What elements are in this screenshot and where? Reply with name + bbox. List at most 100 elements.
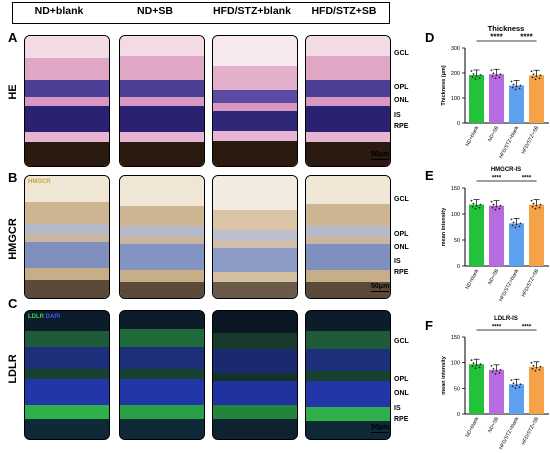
chart-f-dot-0-3 (471, 365, 474, 368)
chart-d-ylabel: Thickness (μm) (441, 65, 447, 106)
chart-d-title: Thickness (488, 24, 525, 33)
chart-d-xtick-label-3: HFD/STZ+SB (521, 125, 541, 156)
chart-e-dot-2-5 (519, 222, 522, 225)
layer-label-c-onl: ONL (394, 390, 409, 397)
chart-d-bar-2 (509, 85, 524, 123)
chart-d-xtick-label-0: ND+blank (465, 125, 481, 148)
chart-f-dot-1-1 (494, 372, 497, 375)
chart-f-xtick-label-2: HFD/STZ+blank (498, 416, 520, 451)
chart-e-dot-1-0 (490, 200, 493, 203)
chart-e-dot-0-3 (471, 205, 474, 208)
chart-e-ylabel: mean intensity (441, 207, 447, 246)
chart-e-ytick-label-3: 150 (451, 186, 460, 192)
layer-label-c-opl: OPL (394, 376, 409, 383)
chart-f-bar-3 (529, 366, 544, 414)
chart-e-dot-1-6 (492, 203, 495, 206)
chart-e-dot-0-5 (479, 203, 482, 206)
chart-f-dot-2-4 (515, 384, 518, 387)
layer-label-b-rpe: RPE (394, 269, 409, 276)
chart-e-ytick-label-1: 50 (454, 238, 460, 244)
stain-label-hmgcr: HMGCR (28, 179, 51, 185)
chart-e-dot-1-3 (491, 206, 494, 209)
chart-e-title: HMGCR-IS (491, 167, 521, 173)
chart-f-bar-2 (509, 384, 524, 414)
chart-d-dot-2-1 (514, 88, 517, 91)
chart-d-dot-3-0 (530, 70, 533, 73)
chart-e-dot-2-6 (512, 221, 515, 224)
panel-letter-a: A (8, 30, 18, 45)
chart-f-sig-label-0: **** (492, 325, 502, 331)
chart-f-title: LDLR-IS (494, 316, 518, 322)
chart-d-dot-0-2 (478, 77, 481, 79)
column-header-bar (12, 2, 390, 24)
chart-d-bar-1 (489, 74, 504, 123)
chart-d-xtick-label-2: HFD/STZ+blank (498, 125, 520, 160)
he-panel-nd-blank (24, 35, 110, 167)
chart-f-ytick-label-3: 150 (451, 335, 460, 341)
chart-d-dot-1-0 (490, 69, 493, 72)
chart-f-dot-0-0 (470, 359, 473, 362)
scale-bar-hmgcr: 50μm (371, 283, 390, 292)
chart-f-dot-1-3 (491, 370, 494, 373)
chart-e-dot-2-0 (510, 218, 513, 221)
chart-d-dot-3-5 (539, 74, 542, 77)
chart-f-dot-3-0 (530, 361, 533, 364)
chart-f-ylabel: mean intensity (441, 355, 447, 394)
stain-label-ldlr-dapi: LDLR DAPI (28, 314, 61, 320)
he-panel-nd-sb (119, 35, 205, 167)
ldlr-panel-hfd-sb (305, 310, 391, 440)
hmgcr-panel-nd-blank: HMGCR (24, 175, 110, 299)
chart-d-ytick-label-1: 100 (451, 96, 460, 102)
chart-f-xtick-label-1: ND+SB (487, 416, 501, 434)
chart-d-sig-label-1: **** (520, 33, 533, 42)
chart-f-ytick-label-1: 50 (454, 386, 460, 392)
chart-d-dot-2-5 (519, 84, 522, 87)
layer-label-a-onl: ONL (394, 97, 409, 104)
chart-e-dot-3-6 (532, 202, 535, 205)
he-panel-hfd-blank (212, 35, 298, 167)
ldlr-panel-hfd-blank (212, 310, 298, 440)
chart-d-dot-0-1 (474, 78, 477, 80)
chart-d-dot-0-4 (475, 75, 478, 77)
chart-f-dot-1-4 (495, 369, 498, 372)
layer-label-c-is: IS (394, 405, 401, 412)
chart-f-dot-0-2 (478, 366, 481, 369)
chart-f-dot-3-6 (532, 364, 535, 367)
chart-e-ytick-label-0: 0 (457, 264, 460, 270)
chart-e-bar-1 (489, 205, 504, 266)
chart-d-dot-3-6 (532, 73, 535, 76)
chart-e-xtick-label-2: HFD/STZ+blank (498, 268, 520, 303)
column-header-hfd-blank: HFD/STZ+blank (213, 5, 291, 17)
row-label-hmgcr: HMGCR (7, 218, 19, 260)
chart-f-sig-label-1: **** (522, 325, 532, 331)
chart-d-dot-0-3 (471, 76, 474, 78)
layer-label-a-is: IS (394, 112, 401, 119)
chart-d-dot-1-5 (499, 73, 502, 76)
chart-f-dot-2-2 (518, 386, 521, 389)
chart-f-dot-3-1 (534, 369, 537, 372)
layer-label-a-opl: OPL (394, 84, 409, 91)
chart-e-dot-0-2 (478, 206, 481, 209)
chart-d-dot-2-2 (518, 87, 521, 90)
column-header-nd-blank: ND+blank (34, 5, 84, 17)
chart-e-xtick-label-3: HFD/STZ+SB (521, 268, 541, 299)
layer-label-b-gcl: GCL (394, 196, 409, 203)
chart-d-sig-label-0: **** (490, 33, 503, 42)
chart-f-dot-1-2 (498, 371, 501, 374)
chart-f-bar-0 (469, 364, 484, 414)
chart-d-dot-1-4 (495, 74, 498, 77)
chart-e-dot-2-1 (514, 226, 517, 229)
panel-letter-b: B (8, 170, 18, 185)
chart-f-dot-0-5 (479, 363, 482, 366)
chart-d-dot-0-5 (479, 74, 482, 76)
chart-f-dot-2-3 (511, 385, 514, 388)
chart-e-dot-3-3 (531, 205, 534, 208)
chart-f-dot-1-0 (490, 364, 493, 367)
chart-f-dot-3-2 (538, 368, 541, 371)
chart-e-dot-3-1 (534, 207, 537, 210)
chart-e-dot-3-2 (538, 206, 541, 209)
he-panel-hfd-sb (305, 35, 391, 167)
chart-f-dot-1-5 (499, 368, 502, 371)
chart-e-dot-2-3 (511, 224, 514, 227)
chart-e-dot-0-6 (472, 202, 475, 205)
